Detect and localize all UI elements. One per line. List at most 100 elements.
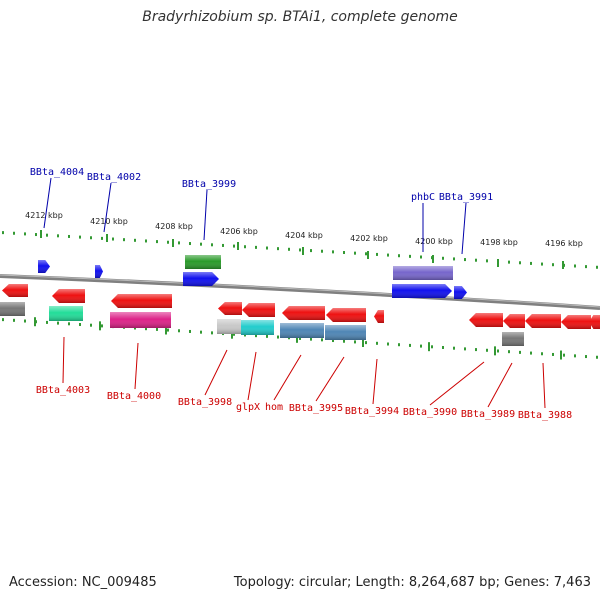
gene-leader-line <box>315 356 345 402</box>
gene-leader-line <box>204 349 228 396</box>
track-dot <box>167 240 169 244</box>
gene-feature-shade <box>95 265 103 278</box>
gene-feature-shade <box>392 284 452 298</box>
track-dot <box>585 355 587 359</box>
gene-feature-shade <box>374 310 384 323</box>
track-dot <box>211 331 213 335</box>
gene-label-top: BBta_4002 <box>87 172 141 183</box>
track-dot <box>442 256 444 260</box>
track-dot <box>310 249 312 253</box>
track-dot <box>156 240 158 244</box>
ruler-label: 4204 kbp <box>285 231 323 240</box>
topology-text: Topology: circular; Length: 8,264,687 bp… <box>233 575 591 590</box>
gene-feature-shade <box>325 325 366 340</box>
track-dot <box>497 349 499 353</box>
gene-label-bottom: BBta_3990 <box>403 407 457 418</box>
track-dot <box>420 255 422 259</box>
gene-leader-line <box>461 202 467 255</box>
track-dot <box>475 258 477 262</box>
track-dot <box>365 252 367 256</box>
track-dot <box>57 321 59 325</box>
track-dot <box>222 243 224 247</box>
ruler-label: 4202 kbp <box>350 234 388 243</box>
gene-feature-shade <box>242 303 275 317</box>
track-dot <box>200 330 202 334</box>
track-dot <box>2 231 4 235</box>
track-dot <box>178 241 180 245</box>
gene-leader-line <box>103 182 112 233</box>
gene-feature-shade <box>282 306 325 320</box>
track-dot <box>530 351 532 355</box>
gene-feature-shade <box>525 314 561 328</box>
track-dot <box>13 231 15 235</box>
ruler-label: 4200 kbp <box>415 237 453 246</box>
track-dot <box>24 319 26 323</box>
track-dot <box>145 327 147 331</box>
track-dot <box>541 262 543 266</box>
gene-feature-shade <box>454 286 467 299</box>
ruler-label: 4206 kbp <box>220 227 258 236</box>
track-dot <box>13 318 15 322</box>
track-dot <box>288 247 290 251</box>
track-dot <box>68 322 70 326</box>
track-dot <box>277 335 279 339</box>
track-dot <box>277 247 279 251</box>
gene-feature-shade <box>589 315 600 329</box>
gene-label-bottom: glpX <box>236 402 260 413</box>
track-dot <box>486 259 488 263</box>
gene-feature-shade <box>111 294 172 308</box>
track-dot <box>398 254 400 258</box>
track-dot <box>233 244 235 248</box>
gene-label-bottom: BBta_3994 <box>345 406 399 417</box>
gene-feature-shade <box>0 302 25 316</box>
track-dot <box>167 328 169 332</box>
track-dot <box>90 323 92 327</box>
gene-leader-line <box>487 362 513 408</box>
gene-feature-shade <box>38 260 50 273</box>
track-dot <box>79 323 81 327</box>
track-dot <box>486 348 488 352</box>
track-dot <box>134 238 136 242</box>
track-dot <box>211 243 213 247</box>
track-dot <box>574 264 576 268</box>
ruler-label: 4208 kbp <box>155 222 193 231</box>
track-dot <box>156 327 158 331</box>
gene-feature-shade <box>469 313 503 327</box>
track-dot <box>189 242 191 246</box>
track-dot <box>354 340 356 344</box>
gene-label-bottom: BBta_3988 <box>518 410 572 421</box>
ruler-label: 4196 kbp <box>545 239 583 248</box>
track-dot <box>101 324 103 328</box>
gene-leader-line <box>429 361 485 406</box>
track-dot <box>57 234 59 238</box>
gene-label-top: BBta_4004 <box>30 167 84 178</box>
track-dot <box>189 329 191 333</box>
track-dot <box>453 257 455 261</box>
track-dot <box>442 345 444 349</box>
gene-label-bottom: BBta_3989 <box>461 409 515 420</box>
genome-backbone-highlight <box>0 274 600 308</box>
gene-leader-line <box>134 342 139 390</box>
gene-feature-shade <box>503 314 525 328</box>
track-dot <box>376 341 378 345</box>
track-dot <box>530 261 532 265</box>
track-dot <box>508 260 510 264</box>
track-dot <box>46 320 48 324</box>
gene-feature-shade <box>218 302 242 315</box>
track-dot <box>255 245 257 249</box>
track-dot <box>398 343 400 347</box>
track-dot <box>409 343 411 347</box>
track-dot <box>35 233 37 237</box>
gene-feature-shade <box>185 255 221 269</box>
gene-feature-shade <box>280 323 324 338</box>
genome-title: Bradyrhizobium sp. BTAi1, complete genom… <box>142 9 458 25</box>
track-dot <box>200 242 202 246</box>
ruler-label: 4198 kbp <box>480 238 518 247</box>
track-dot <box>24 232 26 236</box>
track-dot <box>552 352 554 356</box>
track-dot <box>596 265 598 269</box>
gene-leader-line <box>542 362 546 409</box>
track-dot <box>255 334 257 338</box>
gene-label-top: phbC <box>411 192 435 203</box>
